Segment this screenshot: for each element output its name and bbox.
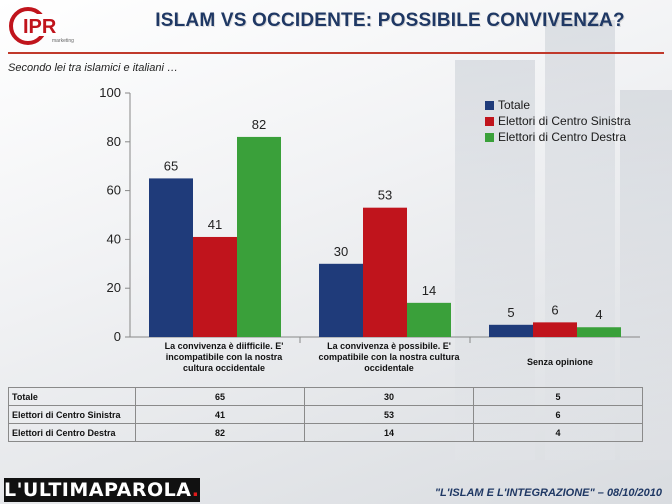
y-tick-label: 60 — [107, 183, 121, 198]
y-tick-label: 20 — [107, 280, 121, 295]
chart-subtitle: Secondo lei tra islamici e italiani … — [8, 62, 178, 74]
table-cell: 6 — [473, 405, 643, 424]
data-label: 82 — [252, 117, 266, 132]
table-cell: 14 — [304, 423, 474, 442]
brand-logo: L'ULTIMAPAROLA. — [4, 478, 200, 502]
table-cell: 65 — [135, 387, 305, 406]
legend-swatch-totale — [485, 100, 494, 110]
y-tick-label: 0 — [114, 329, 121, 344]
data-label: 65 — [164, 158, 178, 173]
table-cell: 4 — [473, 423, 643, 442]
table-row-label: Totale — [8, 387, 136, 406]
table-cell: 53 — [304, 405, 474, 424]
bar — [319, 263, 363, 337]
y-tick-label: 100 — [99, 85, 121, 100]
legend-label-totale: Totale — [498, 98, 531, 112]
title-divider — [8, 52, 664, 54]
brand-text: L'ULTIMAPAROLA — [4, 479, 192, 501]
bar — [489, 324, 533, 337]
data-label: 6 — [551, 302, 558, 317]
data-label: 41 — [208, 217, 222, 232]
table-cell: 30 — [304, 387, 474, 406]
background-building — [545, 20, 615, 460]
table-cell: 5 — [473, 387, 643, 406]
data-label: 53 — [378, 188, 392, 203]
legend-label-centro-sinistra: Elettori di Centro Sinistra — [498, 114, 631, 128]
footer-caption: "L'ISLAM E L'INTEGRAZIONE" – 08/10/2010 — [434, 487, 662, 499]
bar — [149, 178, 193, 337]
category-label-possibile: La convivenza è possibile. E' compatibil… — [318, 341, 460, 373]
table-row: Elettori di Centro Sinistra 41 53 6 — [8, 405, 643, 424]
table-row-label: Elettori di Centro Sinistra — [8, 405, 136, 424]
legend-item-centro-sinistra: Elettori di Centro Sinistra — [485, 113, 631, 129]
ipr-logo: IPR marketing — [9, 7, 74, 45]
data-label: 30 — [334, 244, 348, 259]
data-label: 4 — [595, 307, 602, 322]
table-row: Totale 65 30 5 — [8, 387, 643, 406]
brand-dot: . — [191, 479, 200, 501]
y-tick-label: 80 — [107, 134, 121, 149]
data-table: Totale 65 30 5 Elettori di Centro Sinist… — [8, 387, 643, 442]
table-row: Elettori di Centro Destra 82 14 4 — [8, 423, 643, 442]
bar — [407, 302, 451, 337]
logo-subtext: marketing — [52, 38, 74, 44]
data-label: 14 — [422, 283, 436, 298]
bar — [237, 136, 281, 337]
chart-legend: Totale Elettori di Centro Sinistra Elett… — [485, 97, 631, 145]
table-row-label: Elettori di Centro Destra — [8, 423, 136, 442]
page-title: ISLAM VS OCCIDENTE: POSSIBILE CONVIVENZA… — [155, 10, 625, 31]
header: IPR marketing ISLAM VS OCCIDENTE: POSSIB… — [0, 0, 672, 52]
legend-item-totale: Totale — [485, 97, 631, 113]
bar — [577, 327, 621, 337]
legend-item-centro-destra: Elettori di Centro Destra — [485, 129, 631, 145]
category-label-senza-opinione: Senza opinione — [526, 357, 593, 367]
bar — [193, 236, 237, 337]
bar — [363, 207, 407, 337]
legend-swatch-centro-destra — [485, 132, 494, 142]
legend-swatch-centro-sinistra — [485, 116, 494, 126]
bar — [533, 322, 577, 337]
table-cell: 41 — [135, 405, 305, 424]
category-label-difficile: La convivenza è diifficile. E' incompati… — [164, 341, 284, 373]
logo-text: IPR — [23, 16, 57, 38]
y-tick-label: 40 — [107, 231, 121, 246]
table-cell: 82 — [135, 423, 305, 442]
data-label: 5 — [507, 305, 514, 320]
legend-label-centro-destra: Elettori di Centro Destra — [498, 130, 627, 144]
